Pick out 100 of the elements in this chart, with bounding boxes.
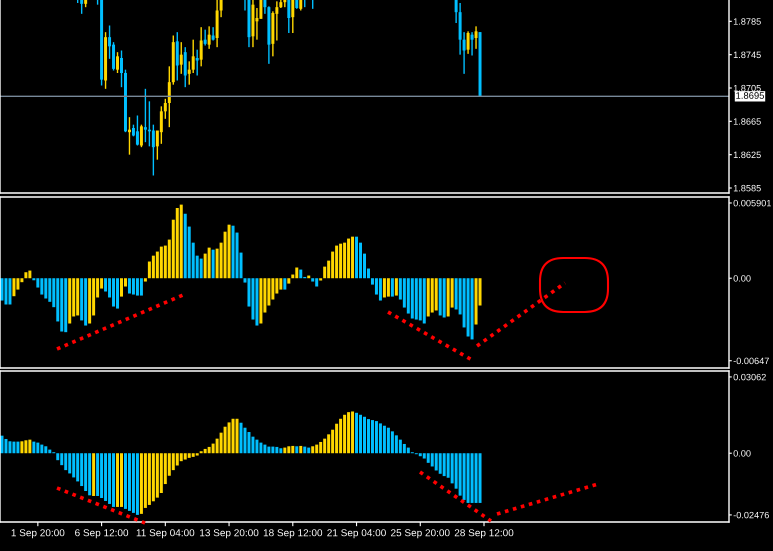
bar bbox=[299, 270, 302, 278]
x-tick-label: 18 Sep 12:00 bbox=[264, 529, 322, 538]
bar bbox=[108, 453, 112, 504]
bar bbox=[410, 278, 414, 319]
bar bbox=[200, 258, 203, 278]
bar bbox=[474, 278, 478, 325]
bar bbox=[311, 446, 314, 454]
bar bbox=[339, 244, 342, 278]
bar bbox=[402, 444, 406, 454]
bar bbox=[255, 278, 258, 326]
bar bbox=[128, 278, 131, 294]
bar bbox=[438, 278, 442, 316]
bar bbox=[232, 226, 235, 278]
bar bbox=[279, 278, 282, 290]
bar bbox=[363, 416, 366, 454]
bar bbox=[426, 453, 430, 463]
bar bbox=[418, 453, 422, 456]
x-tick-label: 11 Sep 04:00 bbox=[136, 529, 194, 538]
bar bbox=[88, 278, 92, 324]
x-tick-label: 28 Sep 12:00 bbox=[454, 529, 514, 538]
bar bbox=[291, 446, 294, 454]
bar bbox=[4, 278, 8, 304]
bar bbox=[20, 441, 24, 454]
bar bbox=[192, 453, 195, 457]
bar bbox=[374, 421, 378, 454]
bar bbox=[426, 278, 430, 316]
bar bbox=[295, 268, 298, 278]
bar bbox=[204, 448, 207, 454]
bar bbox=[120, 278, 123, 297]
bar bbox=[144, 278, 147, 282]
bar bbox=[382, 278, 386, 298]
y-tick-label: 1.8745 bbox=[734, 52, 761, 58]
bar bbox=[132, 278, 135, 295]
bar bbox=[355, 412, 358, 454]
bar bbox=[48, 450, 52, 454]
bar bbox=[263, 444, 266, 454]
bar bbox=[255, 440, 258, 454]
bar bbox=[351, 411, 354, 454]
x-tick-label: 21 Sep 04:00 bbox=[327, 529, 386, 538]
bar bbox=[224, 426, 227, 454]
bar bbox=[132, 453, 135, 513]
bar bbox=[335, 246, 338, 278]
bar bbox=[24, 272, 28, 278]
x-tick-label: 13 Sep 20:00 bbox=[200, 529, 258, 538]
bar bbox=[382, 426, 386, 454]
bar bbox=[378, 423, 382, 454]
bar bbox=[394, 435, 398, 454]
bar bbox=[470, 453, 474, 503]
bar bbox=[176, 208, 179, 278]
bar bbox=[458, 453, 462, 496]
bar bbox=[462, 453, 466, 500]
bar bbox=[40, 444, 44, 454]
bar bbox=[0, 436, 4, 454]
bar bbox=[283, 448, 286, 454]
bar bbox=[394, 278, 398, 296]
bar bbox=[140, 278, 143, 296]
bar bbox=[136, 278, 139, 296]
bar bbox=[359, 414, 362, 454]
bar bbox=[68, 453, 72, 474]
bar bbox=[116, 453, 120, 507]
bar bbox=[68, 278, 72, 324]
bar bbox=[44, 446, 48, 454]
bar bbox=[232, 418, 235, 454]
y-tick-label: 1.8585 bbox=[734, 184, 761, 192]
bar bbox=[351, 236, 354, 278]
y-tick-label: 0.005901 bbox=[734, 200, 771, 206]
bar bbox=[386, 428, 390, 454]
bar bbox=[259, 278, 262, 324]
bar bbox=[40, 278, 44, 295]
bar bbox=[84, 453, 88, 492]
bar bbox=[208, 446, 211, 454]
bar bbox=[184, 453, 187, 460]
bar bbox=[12, 278, 16, 296]
bar bbox=[188, 453, 191, 458]
bar bbox=[84, 278, 88, 326]
bar bbox=[307, 276, 310, 278]
y-tick-label: -0.00647 bbox=[734, 358, 769, 364]
bar bbox=[136, 453, 139, 515]
bar bbox=[0, 278, 4, 301]
bar bbox=[140, 453, 143, 514]
bar bbox=[28, 440, 32, 454]
y-tick-label: 0.03062 bbox=[734, 374, 766, 380]
bar bbox=[398, 440, 402, 454]
bar bbox=[208, 248, 211, 278]
bar bbox=[430, 453, 434, 466]
bar bbox=[323, 438, 326, 454]
bar bbox=[466, 278, 470, 337]
bar bbox=[92, 453, 96, 496]
bar bbox=[470, 278, 474, 340]
x-tick-label: 1 Sep 20:00 bbox=[12, 529, 64, 538]
bar bbox=[212, 250, 215, 278]
bar bbox=[184, 214, 187, 278]
bar bbox=[466, 453, 470, 503]
bar bbox=[386, 278, 390, 297]
bar bbox=[72, 453, 76, 478]
bar bbox=[96, 453, 100, 496]
y-tick-label: 0.00 bbox=[734, 275, 751, 282]
bar bbox=[236, 418, 239, 454]
bar bbox=[267, 446, 270, 454]
bar bbox=[378, 278, 382, 301]
